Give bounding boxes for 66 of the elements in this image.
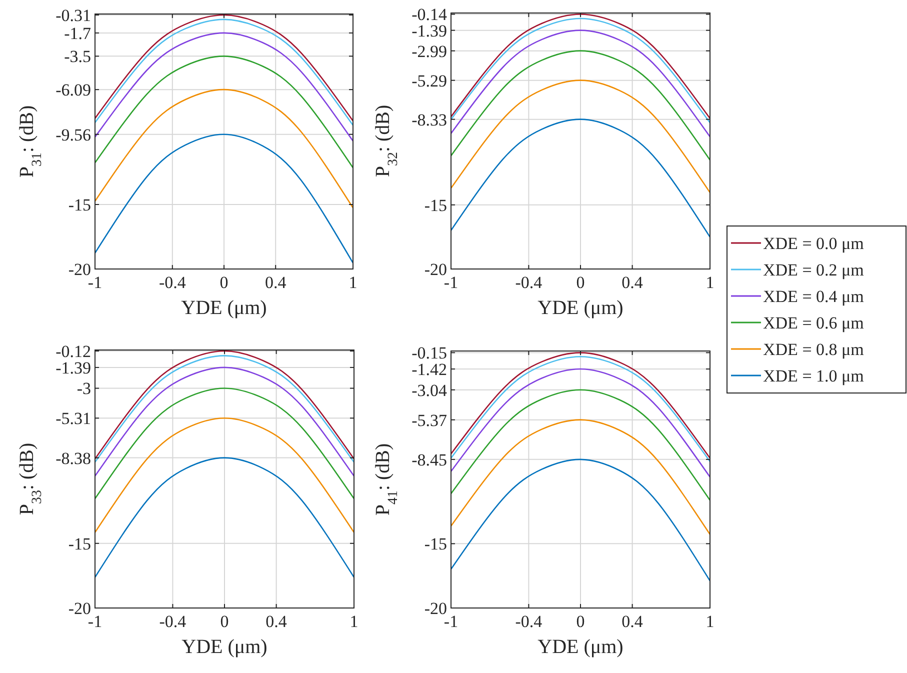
y-tick-label: -15 — [424, 196, 447, 215]
legend-label: XDE = 0.8 μm — [763, 340, 864, 359]
x-axis-title: YDE (μm) — [182, 636, 268, 658]
y-tick-label: -5.31 — [56, 409, 91, 428]
y-tick-label: -15 — [68, 195, 91, 214]
y-tick-label: -8.33 — [412, 110, 447, 130]
legend-label: XDE = 0.4 μm — [763, 286, 864, 306]
y-tick-label: -20 — [68, 598, 91, 618]
legend-label: XDE = 1.0 μm — [763, 366, 864, 386]
y-tick-label: -8.45 — [412, 450, 447, 470]
line-series — [450, 368, 711, 478]
x-tick-label: -0.4 — [158, 273, 186, 292]
line-series — [94, 457, 355, 578]
y-tick-label: -3 — [76, 379, 91, 398]
y-tick-label: -3.04 — [412, 380, 448, 400]
x-axis-title: YDE (μm) — [538, 297, 624, 319]
line-series — [94, 56, 354, 168]
x-tick-label: 1 — [348, 273, 358, 292]
y-tick-label: -0.31 — [56, 6, 91, 25]
line-series — [94, 417, 355, 534]
line-series — [94, 134, 354, 264]
x-tick-label: -0.4 — [515, 273, 543, 292]
x-axis-title: YDE (μm) — [181, 297, 267, 319]
x-tick-label: 0 — [220, 273, 228, 292]
line-series — [450, 118, 711, 238]
line-series — [450, 389, 711, 501]
x-tick-label: 0 — [576, 612, 585, 631]
y-tick-label: -5.37 — [412, 410, 448, 430]
legend-label: XDE = 0.2 μm — [763, 260, 864, 280]
x-tick-label: 0 — [220, 612, 229, 631]
y-tick-label: -15 — [424, 534, 447, 554]
y-tick-label: -8.38 — [56, 448, 91, 468]
legend-label: XDE = 0.6 μm — [763, 313, 864, 332]
line-series — [450, 50, 711, 161]
line-series — [94, 366, 355, 477]
y-tick-label: -1.39 — [56, 358, 91, 378]
line-series — [94, 32, 354, 142]
line-series — [450, 30, 711, 138]
y-tick-label: -1.7 — [64, 24, 92, 43]
x-tick-label: 0.4 — [266, 612, 288, 631]
y-tick-label: -20 — [68, 260, 91, 279]
x-tick-label: 0.4 — [622, 612, 644, 631]
y-tick-label: -0.12 — [56, 342, 91, 361]
x-tick-label: 1 — [706, 612, 714, 631]
y-tick-label: -6.09 — [56, 80, 91, 100]
x-tick-label: -0.4 — [515, 612, 543, 631]
x-tick-label: 0 — [576, 273, 585, 292]
x-axis-title: YDE (μm) — [538, 636, 624, 658]
legend-label: XDE = 0.0 μm — [763, 234, 864, 253]
line-series — [450, 80, 711, 194]
x-tick-label: 1 — [350, 612, 358, 631]
x-tick-label: 0.4 — [264, 273, 287, 292]
y-tick-label: -3.5 — [64, 47, 91, 66]
line-series — [450, 458, 711, 582]
y-tick-label: -20 — [424, 260, 447, 279]
x-tick-label: 1 — [706, 273, 714, 292]
y-tick-label: -20 — [424, 598, 447, 618]
line-series — [94, 388, 355, 500]
y-tick-label: -15 — [68, 534, 91, 554]
y-tick-label: -9.56 — [56, 125, 91, 144]
line-series — [450, 419, 711, 536]
y-tick-label: -2.99 — [412, 42, 447, 61]
y-tick-label: -5.29 — [412, 71, 447, 90]
x-tick-label: -0.4 — [159, 612, 187, 631]
x-tick-label: 0.4 — [622, 273, 644, 292]
line-series — [94, 88, 354, 209]
